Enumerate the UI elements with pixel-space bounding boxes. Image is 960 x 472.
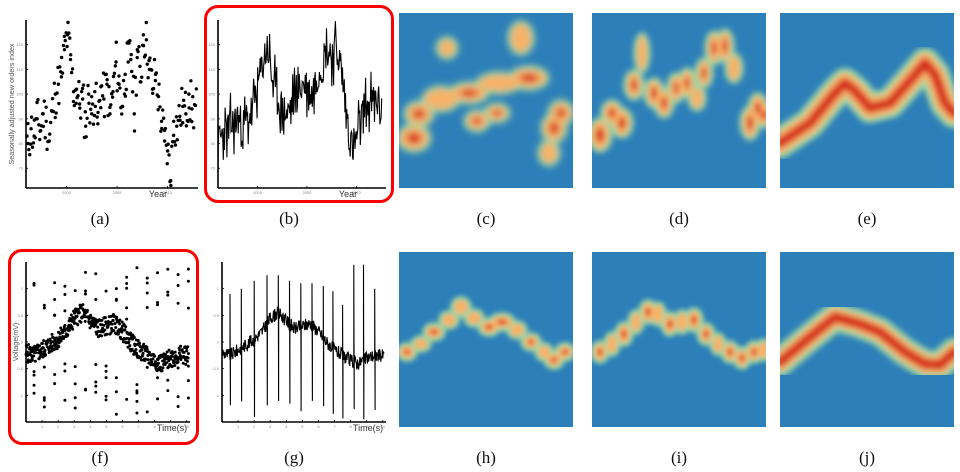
heatmap-e [780, 13, 954, 188]
x-tick-label: 2010 [163, 190, 173, 195]
y-tick-label: 70 [19, 166, 24, 171]
y-tick-label: 120 [208, 42, 215, 47]
panel-f-scatter: 1 0.5 0 -0.5 -1 1 2 3 4 5 6 7 8 9 10 Time(s) Voltage(mV) [12, 254, 195, 440]
caption-a: (a) [90, 209, 110, 228]
x-tick-label: 3 [73, 424, 76, 429]
heatmap-c [399, 13, 573, 188]
x-tick-label: 1 [41, 424, 44, 429]
caption-g: (g) [284, 448, 304, 467]
y-tick-label: 110 [17, 67, 24, 72]
highlight-box-f [8, 249, 199, 445]
x-tick-label: 1 [237, 424, 240, 429]
y-tick-label: 100 [16, 92, 23, 97]
x-axis-label: Time(s) [353, 423, 383, 433]
x-tick-label: 2 [57, 424, 60, 429]
y-tick-label: 0 [217, 340, 220, 345]
panel-g-line: 1 0.5 0 -0.5 -1 1 2 3 4 5 6 7 8 9 10 Time(s) [208, 254, 392, 440]
caption-f: (f) [91, 448, 109, 467]
y-tick-label: 80 [19, 141, 24, 146]
x-tick-label: 9 [366, 424, 369, 429]
y-tick-label: 90 [19, 116, 24, 121]
y-axis-label: Voltage(mV) [13, 323, 20, 362]
panel-a-scatter: 70 80 90 100 110 120 2000 2005 2010 Year Seasonall… [7, 10, 199, 199]
x-tick-label: 2005 [113, 190, 123, 195]
caption-c: (c) [476, 209, 496, 228]
y-tick-label: 110 [209, 67, 216, 72]
y-tick-label: 0.5 [213, 313, 219, 318]
caption-e: (e) [857, 209, 877, 228]
x-tick-label: 8 [350, 424, 353, 429]
x-tick-label: 10 [381, 424, 386, 429]
x-tick-label: 10 [185, 424, 190, 429]
y-tick-label: -0.5 [16, 366, 24, 371]
caption-d: (d) [669, 209, 689, 228]
y-tick-label: 100 [208, 92, 215, 97]
heatmap-d [592, 13, 766, 188]
x-tick-label: 3 [269, 424, 272, 429]
highlight-box-b [204, 5, 394, 203]
x-tick-label: 9 [170, 424, 173, 429]
series-line [217, 21, 383, 170]
x-tick-label: 4 [285, 424, 288, 429]
y-tick-label: 1 [217, 286, 220, 291]
x-tick-label: 6 [121, 424, 124, 429]
y-tick-label: -1 [215, 393, 219, 398]
caption-h: (h) [476, 448, 496, 467]
x-axis-label: Year [339, 189, 357, 198]
caption-i: (i) [670, 448, 688, 467]
y-tick-label: -0.5 [212, 366, 220, 371]
y-tick-label: 70 [211, 166, 216, 171]
panel-b-line: 70 80 90 100 110 120 2000 2005 2010 Year [208, 10, 390, 199]
series-line [221, 264, 385, 420]
x-axis-label: Year [149, 189, 167, 198]
x-axis-label: Time(s) [157, 423, 187, 433]
x-tick-label: 2010 [352, 190, 362, 195]
x-tick-label: 7 [333, 424, 336, 429]
x-tick-label: 4 [89, 424, 92, 429]
x-tick-label: 8 [154, 424, 157, 429]
y-tick-label: 120 [16, 42, 23, 47]
caption-b: (b) [279, 209, 299, 228]
y-tick-label: -1 [19, 393, 23, 398]
y-tick-label: 0.5 [17, 313, 23, 318]
heatmap-i [592, 252, 766, 427]
caption-j: (j) [858, 448, 876, 467]
y-axis-label: Seasonally adjusted new orders index [8, 43, 16, 164]
x-tick-label: 6 [317, 424, 320, 429]
y-tick-label: 1 [21, 286, 24, 291]
heatmap-h [399, 252, 573, 427]
x-tick-label: 2 [253, 424, 256, 429]
x-tick-label: 2005 [302, 190, 312, 195]
x-tick-label: 5 [301, 424, 304, 429]
y-tick-label: 90 [211, 116, 216, 121]
x-tick-label: 2000 [253, 190, 263, 195]
x-tick-label: 7 [137, 424, 140, 429]
heatmap-j [780, 252, 954, 427]
x-tick-label: 5 [105, 424, 108, 429]
y-tick-label: 0 [21, 340, 24, 345]
x-tick-label: 2000 [62, 190, 72, 195]
y-tick-label: 80 [211, 141, 216, 146]
